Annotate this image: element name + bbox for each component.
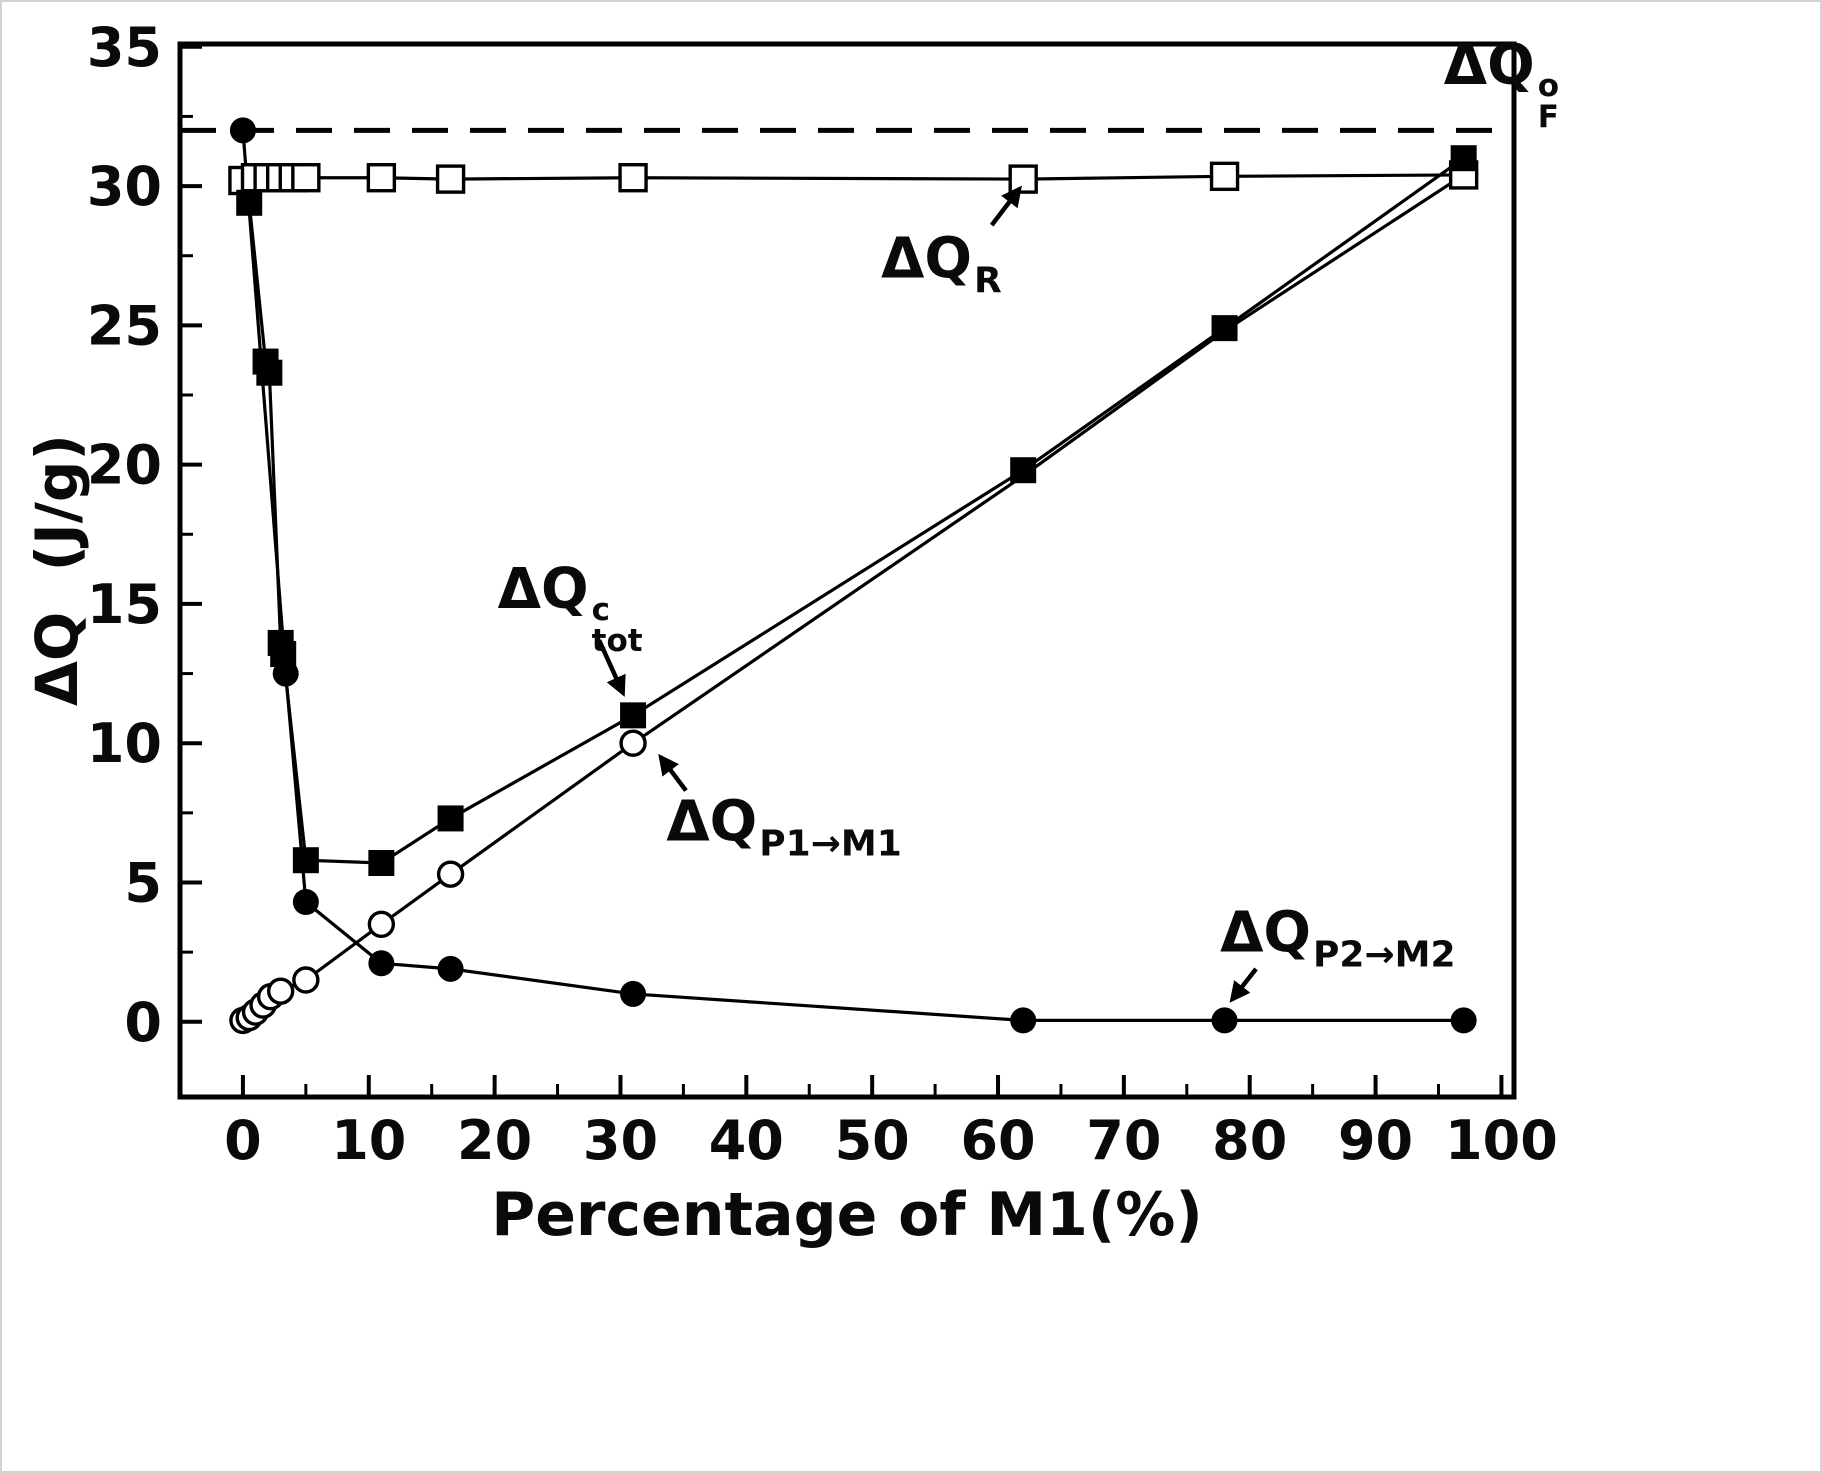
marker-QP2: [1450, 1007, 1477, 1034]
marker-QP1: [266, 977, 295, 1005]
marker-QP2: [229, 117, 256, 144]
marker-QR: [1209, 161, 1240, 192]
marker-QR: [618, 163, 648, 193]
y-tick-label: 25: [87, 294, 162, 357]
marker-QP1: [619, 729, 647, 757]
x-tick-label: 0: [224, 1109, 262, 1172]
marker-Qtot: [620, 702, 647, 729]
marker-Qtot: [1450, 145, 1477, 172]
y-tick-label: 30: [87, 155, 162, 218]
x-tick-label: 80: [1212, 1109, 1287, 1172]
marker-Qtot: [236, 189, 263, 216]
annotation-arrow-QP1: [658, 753, 688, 792]
marker-Qtot: [368, 850, 395, 876]
y-tick-label: 10: [87, 712, 162, 775]
x-tick-label: 90: [1338, 1109, 1413, 1172]
marker-QP2: [1010, 1007, 1037, 1034]
marker-QP1: [292, 966, 320, 994]
y-tick-label: 35: [87, 16, 162, 79]
y-tick-label: 5: [124, 852, 162, 915]
y-tick-label: 20: [87, 434, 162, 497]
marker-Qtot: [292, 847, 319, 874]
x-tick-label: 60: [960, 1109, 1035, 1172]
marker-QR: [435, 164, 466, 194]
x-tick-label: 100: [1445, 1109, 1558, 1172]
marker-QR: [1008, 164, 1038, 194]
series-line-Qtot: [247, 156, 1465, 865]
marker-QP2: [620, 980, 647, 1007]
x-tick-label: 10: [331, 1109, 406, 1172]
plot-frame: [177, 41, 1517, 1100]
marker-Qtot: [437, 805, 464, 832]
marker-QR: [366, 163, 397, 193]
series-line-QP1: [242, 173, 1465, 1022]
marker-QP2: [272, 660, 299, 687]
x-tick-label: 50: [835, 1109, 910, 1172]
marker-QP2: [368, 950, 395, 977]
annotation-arrow-QR: [989, 185, 1022, 227]
marker-QP1: [367, 910, 396, 938]
marker-Qtot: [1010, 457, 1037, 484]
x-axis-title: Percentage of M1(%): [491, 1180, 1203, 1250]
marker-QR: [291, 163, 321, 193]
x-tick-label: 40: [709, 1109, 784, 1172]
marker-QP2: [437, 955, 464, 982]
y-axis-title: ΔQ (J/g): [23, 434, 91, 706]
series-line-QR: [242, 173, 1464, 183]
marker-Qtot: [1211, 315, 1238, 342]
marker-QP2: [1211, 1007, 1238, 1034]
marker-Qtot: [256, 359, 283, 386]
y-tick-label: 0: [124, 991, 162, 1054]
x-tick-label: 70: [1086, 1109, 1161, 1172]
marker-QP2: [292, 889, 319, 915]
annotation-arrow-Qtot: [597, 639, 626, 697]
x-tick-label: 20: [457, 1109, 532, 1172]
marker-QP1: [436, 860, 465, 888]
x-tick-label: 30: [583, 1109, 658, 1172]
annotation-arrow-QP2: [1229, 967, 1258, 1003]
y-tick-label: 15: [87, 573, 162, 636]
